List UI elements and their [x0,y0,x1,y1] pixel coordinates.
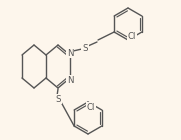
Text: S: S [55,94,61,103]
Text: N: N [67,48,73,58]
Text: Cl: Cl [87,102,95,111]
Text: N: N [67,75,73,85]
Text: S: S [82,44,88,52]
Text: Cl: Cl [128,32,136,40]
